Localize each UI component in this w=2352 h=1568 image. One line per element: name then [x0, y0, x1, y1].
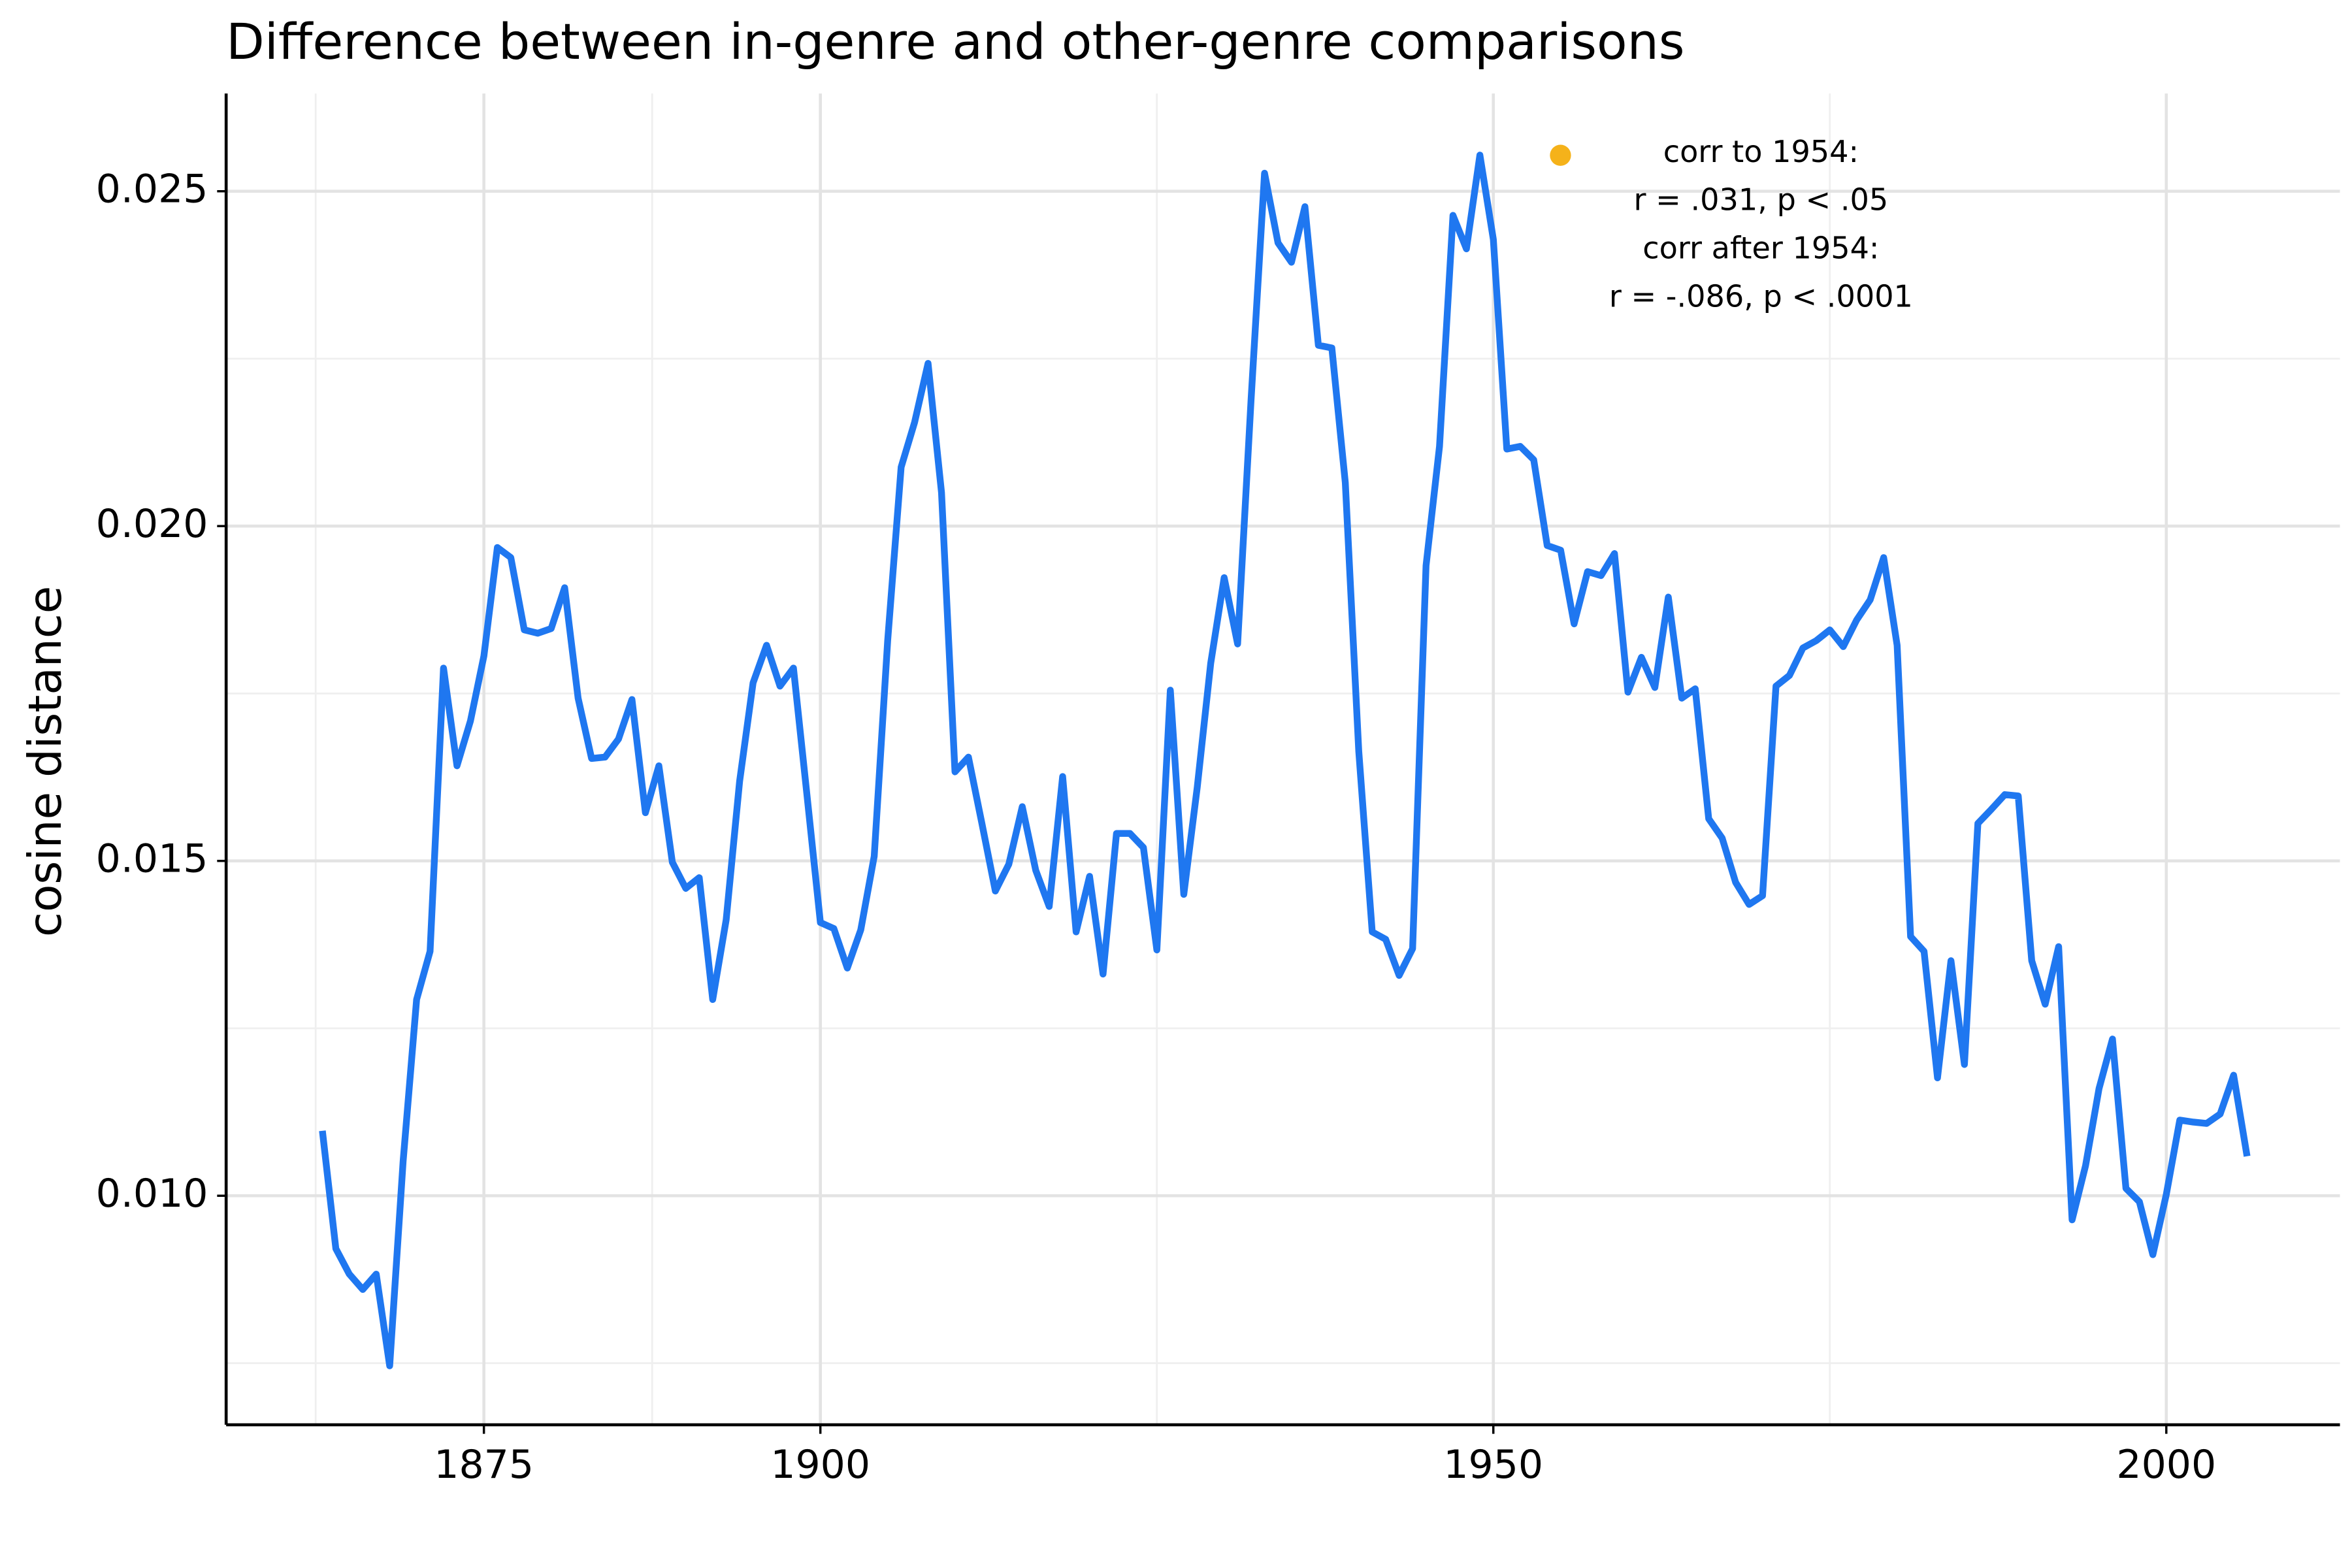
- y-tick-label: 0.010: [96, 1171, 208, 1217]
- chart-title: Difference between in-genre and other-ge…: [226, 12, 1684, 71]
- x-tick-label: 1950: [1443, 1442, 1543, 1488]
- annotation-text: r = -.086, p < .0001: [1609, 278, 1913, 314]
- grid: [226, 93, 2340, 1425]
- data-line: [319, 152, 2251, 1369]
- annotation-marker: [1550, 144, 1571, 166]
- y-tick-label: 0.020: [96, 501, 208, 547]
- x-tick-label: 2000: [2116, 1442, 2216, 1488]
- annotation-text: corr after 1954:: [1642, 231, 1879, 266]
- y-axis-title: cosine distance: [20, 586, 72, 937]
- annotation-text: r = .031, p < .05: [1634, 182, 1889, 218]
- x-tick-label: 1900: [770, 1442, 870, 1488]
- y-tick-label: 0.025: [96, 166, 208, 212]
- x-tick-label: 1875: [434, 1442, 534, 1488]
- annotation-text: corr to 1954:: [1663, 134, 1859, 169]
- y-tick-label: 0.015: [96, 836, 208, 881]
